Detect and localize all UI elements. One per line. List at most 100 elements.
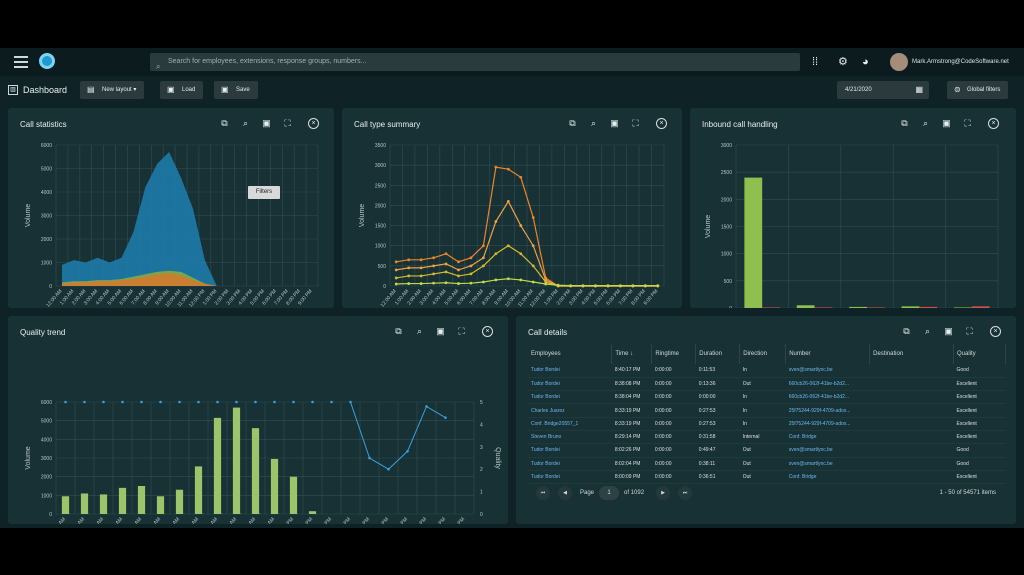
search-icon[interactable]: ⌕ bbox=[924, 326, 931, 336]
cell-ringtime: 0:00:00 bbox=[651, 443, 696, 458]
expand-icon[interactable]: ⛶ bbox=[966, 326, 973, 336]
quality-point bbox=[311, 400, 314, 404]
cell-employees: Tudor Bordei bbox=[528, 457, 612, 471]
close-icon[interactable]: × bbox=[656, 118, 667, 129]
new-layout-button[interactable]: ▤ New layout ▾ bbox=[80, 81, 145, 99]
quality-point bbox=[121, 400, 124, 404]
quality-point bbox=[292, 400, 295, 404]
panel-tools: ⧉ ⌕ ▣ ⛶ bbox=[900, 325, 976, 338]
global-filters-button[interactable]: ⊜ Global filters bbox=[947, 81, 1009, 99]
cell-quality: Excellent bbox=[953, 430, 1006, 445]
quality-point bbox=[254, 400, 257, 404]
apps-grid-icon[interactable]: ⁞⁞ bbox=[812, 56, 819, 68]
cell-direction: In bbox=[739, 417, 786, 431]
last-page-button[interactable]: ⏭ bbox=[678, 486, 693, 500]
expand-icon[interactable]: ⛶ bbox=[964, 118, 971, 128]
y-tick-label: 3000 bbox=[721, 143, 732, 149]
cell-duration: 0:31:58 bbox=[695, 430, 740, 445]
date-picker[interactable]: 4/21/2020 ▦ bbox=[837, 81, 929, 99]
inbound-call-handling-chart: 300025002000150010005000Within 10 Sec11 … bbox=[705, 143, 999, 308]
page-number-input[interactable]: 1 bbox=[599, 486, 620, 500]
table-row[interactable]: Tudor Bordei 8:38:08 PM 0:00:00 0:13:36 Out 6… bbox=[528, 377, 1006, 392]
data-point bbox=[457, 260, 460, 264]
table-row[interactable]: Tudor Bordei 8:40:17 PM 0:00:00 0:11:53 In sv… bbox=[528, 364, 1006, 378]
menu-icon[interactable] bbox=[14, 56, 28, 68]
column-header-destination[interactable]: Destination bbox=[869, 344, 954, 364]
prev-page-button[interactable]: ◀ bbox=[558, 486, 572, 500]
first-page-button[interactable]: ⏮ bbox=[536, 486, 550, 500]
search-icon[interactable]: ⌕ bbox=[590, 118, 597, 128]
expand-icon[interactable]: ⛶ bbox=[632, 118, 639, 128]
gear-icon[interactable]: ⚙ bbox=[838, 56, 848, 68]
y-tick-label: 2500 bbox=[375, 183, 386, 189]
expand-icon[interactable]: ⛶ bbox=[284, 118, 291, 128]
table-row[interactable]: Tudor Bordei 8:38:04 PM 0:00:00 0:00:00 In 66… bbox=[528, 390, 1006, 405]
table-row[interactable]: Charles Juarez 8:33:19 PM 0:00:00 0:27:53 In… bbox=[528, 403, 1006, 418]
table-row[interactable]: Tudor Bordei 8:00:09 PM 0:00:00 0:36:51 Out C… bbox=[528, 470, 1006, 485]
cell-destination bbox=[869, 364, 954, 378]
page-count: of 1092 bbox=[624, 490, 645, 496]
bar-poor bbox=[221, 513, 223, 514]
column-header-employees[interactable]: Employees bbox=[528, 344, 613, 364]
save-icon: ▣ bbox=[221, 85, 229, 94]
save-button[interactable]: ▣ Save bbox=[214, 81, 258, 99]
column-header-ringtime[interactable]: Ringtime bbox=[651, 344, 697, 364]
next-page-button[interactable]: ▶ bbox=[656, 486, 671, 500]
data-point bbox=[432, 272, 435, 276]
cell-direction: Internal bbox=[739, 430, 786, 445]
x-tick-label: 10:00 AM bbox=[239, 516, 257, 524]
cell-quality: Good bbox=[953, 364, 1006, 378]
bar-good bbox=[270, 458, 279, 514]
table-row[interactable]: Steven Bruno 8:29:14 PM 0:00:00 0:31:58 Inte… bbox=[528, 430, 1006, 445]
search-icon[interactable]: ⌕ bbox=[242, 118, 249, 128]
save-icon[interactable]: ▣ bbox=[610, 118, 619, 128]
y2-tick-label: 3 bbox=[480, 445, 483, 451]
search-icon[interactable]: ⌕ bbox=[922, 118, 929, 128]
chart-type-icon[interactable]: ⧉ bbox=[901, 118, 908, 128]
save-icon[interactable]: ▣ bbox=[436, 326, 445, 336]
cell-quality: Good bbox=[953, 457, 1006, 471]
cell-time: 8:00:09 PM bbox=[611, 470, 652, 485]
chart-type-icon[interactable]: ⧉ bbox=[569, 118, 576, 128]
column-header-quality[interactable]: Quality bbox=[953, 344, 1006, 364]
column-header-duration[interactable]: Duration bbox=[695, 344, 741, 364]
close-icon[interactable]: × bbox=[990, 326, 1001, 337]
search-input[interactable]: ⌕ Search for employees, extensions, respo… bbox=[150, 53, 800, 71]
data-point bbox=[494, 278, 498, 282]
palette-icon[interactable]: ◕ bbox=[862, 56, 869, 68]
data-point bbox=[519, 224, 523, 227]
table-row[interactable]: Conf. Bridge20557_1 8:33:19 PM 0:00:00 0:27… bbox=[528, 417, 1006, 431]
user-menu[interactable]: Mark.Armstrong@CodeSoftware.net bbox=[890, 52, 1015, 72]
table-row[interactable]: Tudor Bordei 8:02:04 PM 0:00:00 0:38:11 Out s… bbox=[528, 457, 1006, 471]
cell-ringtime: 0:00:00 bbox=[651, 390, 696, 405]
close-icon[interactable]: × bbox=[308, 118, 319, 129]
x-tick-label: 12:00 PM bbox=[277, 516, 295, 524]
cell-employees: Steven Bruno bbox=[528, 430, 612, 445]
save-icon[interactable]: ▣ bbox=[944, 326, 953, 336]
close-icon[interactable]: × bbox=[482, 326, 493, 337]
column-header-direction[interactable]: Direction bbox=[739, 344, 787, 364]
table-row[interactable]: Tudor Bordei 8:02:26 PM 0:00:00 0:49:47 Out s… bbox=[528, 443, 1006, 458]
load-button[interactable]: ▣ Load bbox=[160, 81, 204, 99]
data-point bbox=[506, 244, 510, 248]
x-tick-label: 7:00 AM bbox=[184, 516, 200, 524]
expand-icon[interactable]: ⛶ bbox=[458, 326, 465, 336]
save-icon[interactable]: ▣ bbox=[942, 118, 951, 128]
save-label: Save bbox=[236, 87, 250, 93]
cell-ringtime: 0:00:00 bbox=[651, 364, 696, 378]
save-icon[interactable]: ▣ bbox=[262, 118, 271, 128]
x-tick-label: 12:00 AM bbox=[380, 288, 398, 308]
column-header-time[interactable]: Time ↓ bbox=[611, 344, 653, 364]
chart-type-icon[interactable]: ⧉ bbox=[903, 326, 910, 336]
chart-type-icon[interactable]: ⧉ bbox=[221, 118, 228, 128]
data-point bbox=[394, 260, 398, 264]
load-label: Load bbox=[182, 87, 196, 93]
column-header-number[interactable]: Number bbox=[785, 344, 871, 364]
cell-time: 8:40:17 PM bbox=[611, 364, 652, 378]
search-icon[interactable]: ⌕ bbox=[416, 326, 423, 336]
data-point bbox=[544, 282, 548, 286]
bar-poor bbox=[202, 513, 204, 514]
close-icon[interactable]: × bbox=[988, 118, 999, 129]
chart-type-icon[interactable]: ⧉ bbox=[395, 326, 402, 336]
